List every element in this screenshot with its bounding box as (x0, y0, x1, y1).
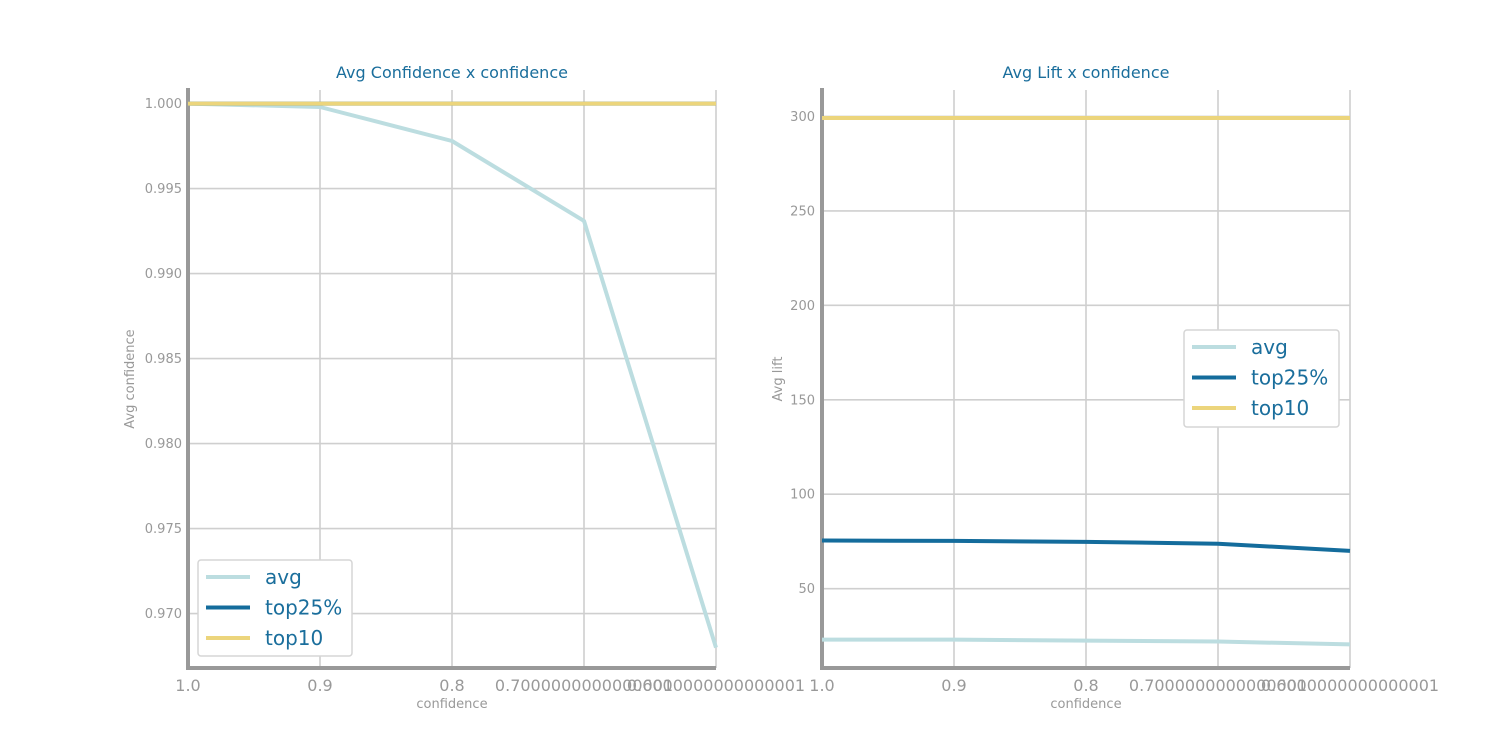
y-tick-label: 0.970 (145, 607, 182, 622)
x-tick-label: 1.0 (175, 676, 200, 695)
y-tick-label: 0.975 (145, 522, 182, 537)
legend-label: top10 (265, 626, 323, 650)
y-tick-label: 150 (790, 393, 815, 408)
y-tick-label: 300 (790, 110, 815, 125)
legend: avg top25% top10 (197, 559, 353, 657)
legend-label: avg (1251, 335, 1288, 359)
x-tick-label: 0.8 (439, 676, 464, 695)
x-tick-label: 0.7000000000000001 (1129, 676, 1307, 695)
x-axis-label: confidence (416, 697, 487, 712)
y-axis-label: Avg lift (771, 357, 786, 402)
y-tick-label: 50 (798, 582, 815, 597)
y-tick-label: 200 (790, 299, 815, 314)
legend-label: top25% (265, 596, 342, 620)
x-tick-label: 0.8 (1073, 676, 1098, 695)
legend-box (197, 559, 353, 657)
legend-box (1183, 329, 1340, 428)
y-tick-label: 100 (790, 488, 815, 503)
x-tick-label: 0.6000000000000001 (627, 676, 805, 695)
legend-label: avg (265, 565, 302, 589)
legend-label: top10 (1251, 396, 1309, 420)
chart-avg-lift: 50 100 150 200 250 300 1.0 0.9 0.8 0.700000000000… (771, 63, 1439, 712)
legend-label: top25% (1251, 366, 1328, 390)
legend: avg top25% top10 (1183, 329, 1340, 428)
x-tick-label: 0.6000000000000001 (1261, 676, 1439, 695)
series-line-top25pct (821, 538, 1351, 553)
y-tick-label: 1.000 (145, 97, 182, 112)
y-tick-label: 0.995 (145, 182, 182, 197)
chart-title: Avg Confidence x confidence (336, 63, 568, 82)
x-tick-label: 1.0 (809, 676, 834, 695)
x-tick-label: 0.9 (941, 676, 966, 695)
x-tick-label: 0.7000000000000001 (495, 676, 673, 695)
y-tick-label: 250 (790, 204, 815, 219)
y-tick-label: 0.980 (145, 437, 182, 452)
chart-title: Avg Lift x confidence (1003, 63, 1170, 82)
y-tick-label: 0.990 (145, 267, 182, 282)
series-line-avg (822, 637, 1351, 647)
series-line-avg (187, 101, 718, 649)
y-tick-label: 0.985 (145, 352, 182, 367)
x-axis-label: confidence (1050, 697, 1121, 712)
x-tick-label: 0.9 (307, 676, 332, 695)
chart-avg-confidence: 0.970 0.975 0.980 0.985 0.990 0.995 1.000 1.0 0.… (123, 63, 805, 712)
y-axis-label: Avg confidence (123, 329, 138, 428)
